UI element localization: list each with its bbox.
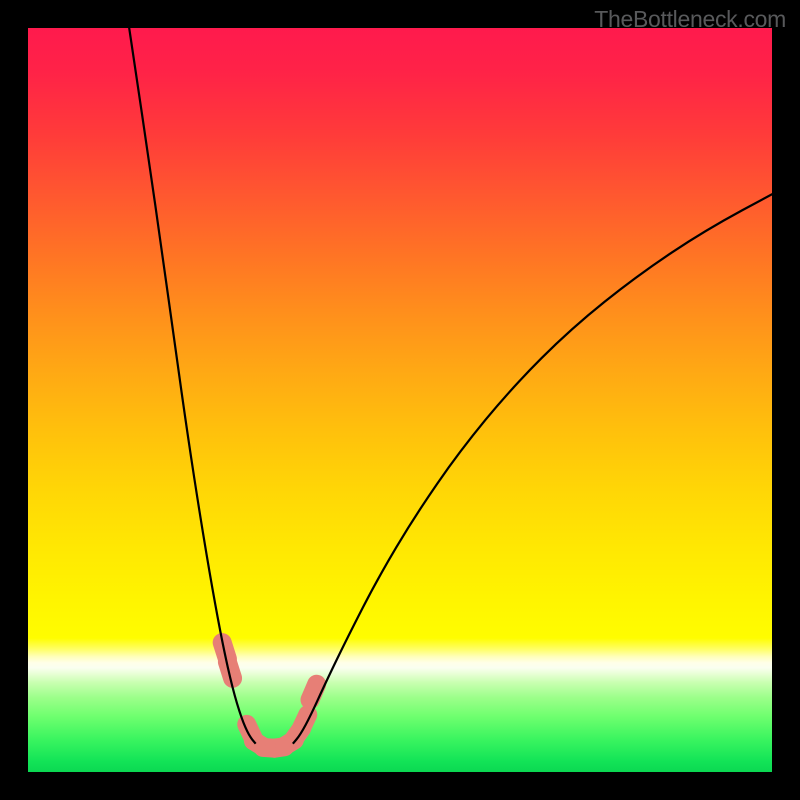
chart-frame: TheBottleneck.com <box>0 0 800 800</box>
watermark-text: TheBottleneck.com <box>594 6 786 33</box>
valley-mark <box>310 684 317 700</box>
plot-svg <box>28 28 772 772</box>
plot-area <box>28 28 772 772</box>
gradient-background <box>28 28 772 772</box>
